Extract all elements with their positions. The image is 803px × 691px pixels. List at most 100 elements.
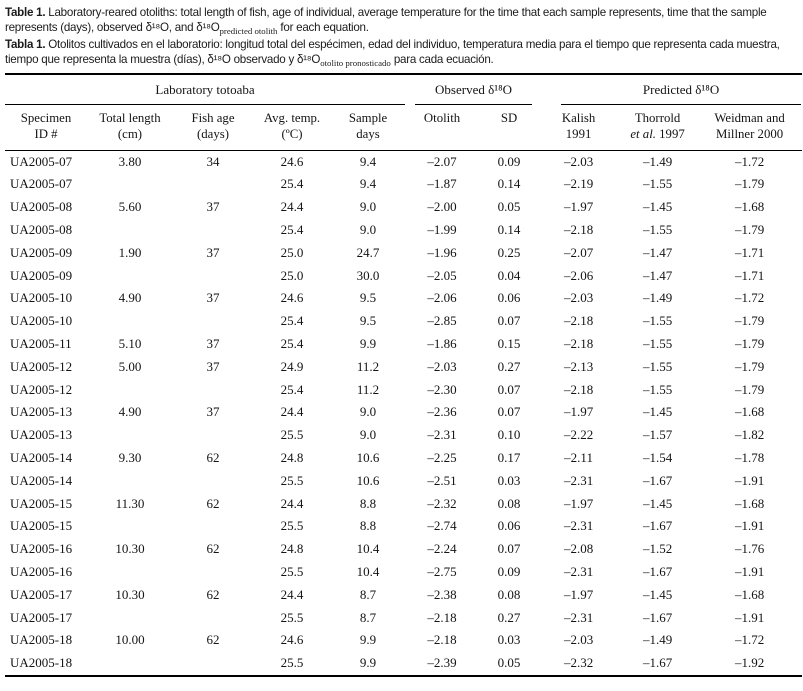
table-cell: –2.22 — [563, 427, 594, 443]
table-row: UA2005-07 3.80 34 24.6 9.4 –2.07 0.09 –2.03 –1.4… — [5, 150, 802, 173]
table-cell: –1.72 — [734, 632, 765, 648]
table-cell: –1.67 — [642, 655, 673, 671]
otolith-data-table: Laboratory totoaba Observed δ¹⁸O Predict… — [5, 72, 803, 677]
table-cell: 9.5 — [359, 313, 377, 329]
table-row: UA2005-16 25.5 10.4 –2.75 0.09 –2.31 –1.67 –1.9… — [5, 561, 802, 584]
table-row: UA2005-08 5.60 37 24.4 9.0 –2.00 0.05 –1.97 –1.4… — [5, 196, 802, 219]
table-cell — [173, 424, 253, 447]
table-cell: 25.5 — [280, 518, 304, 534]
specimen-id-cell: UA2005-07 — [10, 153, 73, 169]
table-cell: –1.96 — [427, 244, 457, 260]
table-cell: 24.6 — [280, 153, 304, 169]
caption-spanish-line-2: tiempo que representa la muestra (días),… — [5, 52, 800, 68]
table-cell: 37 — [206, 290, 220, 306]
table-cell: –2.31 — [427, 427, 457, 443]
table-cell: 10.30 — [115, 541, 145, 557]
caption-english-label: Table 1. — [5, 6, 46, 19]
table-cell — [87, 515, 173, 538]
table-cell: 5.60 — [118, 199, 142, 215]
table-cell: 25.0 — [280, 267, 304, 283]
caption-english-subscript: predicted otolith — [219, 26, 278, 37]
specimen-id-cell: UA2005-07 — [10, 176, 73, 192]
column-header-total-length: Total length (cm) — [87, 104, 173, 151]
table-cell — [173, 607, 253, 630]
table-cell: 0.27 — [497, 609, 521, 625]
caption-english-line-1: Table 1. Laboratory-reared otoliths: tot… — [5, 5, 800, 20]
table-cell: –1.92 — [734, 655, 765, 671]
group-header-laboratory: Laboratory totoaba — [5, 74, 406, 105]
table-cell: 10.00 — [115, 632, 145, 648]
table-cell: 25.5 — [280, 609, 304, 625]
table-cell — [87, 379, 173, 402]
table-cell: –1.97 — [563, 404, 594, 420]
column-header-row: Specimen ID # Total length (cm) Fish age (d… — [5, 104, 803, 151]
table-row: UA2005-12 5.00 37 24.9 11.2 –2.03 0.27 –2.13 –1.… — [5, 356, 802, 379]
table-cell: –2.03 — [563, 290, 594, 306]
table-cell: 25.4 — [280, 176, 304, 192]
column-header-sample-days: Sample days — [331, 104, 406, 151]
table-cell: –1.91 — [734, 518, 765, 534]
table-cell: 3.80 — [118, 153, 142, 169]
table-cell: 62 — [206, 449, 220, 465]
caption-english-text-3: for each equation. — [277, 21, 369, 35]
table-row: UA2005-07 25.4 9.4 –1.87 0.14 –2.19 –1.55 –1.79 — [5, 173, 802, 196]
table-cell: 4.90 — [118, 290, 142, 306]
table-cell: 10.6 — [356, 472, 380, 488]
table-cell: –2.38 — [427, 586, 457, 602]
table-cell: 10.4 — [356, 541, 380, 557]
table-cell: 0.07 — [497, 541, 521, 557]
table-row: UA2005-16 10.30 62 24.8 10.4 –2.24 0.07 –2.08 –1… — [5, 538, 802, 561]
table-cell: 24.8 — [280, 449, 304, 465]
column-header-thorrold: Thorrold et al. 1997 — [618, 104, 698, 151]
table-cell: –1.71 — [734, 244, 765, 260]
table-cell: 0.04 — [497, 267, 521, 283]
table-cell: 25.5 — [280, 427, 304, 443]
table-cell: 25.5 — [280, 563, 304, 579]
table-cell — [173, 515, 253, 538]
table-cell: –1.68 — [734, 199, 765, 215]
caption-spanish-text-1: Otolitos cultivados en el laboratorio: l… — [45, 37, 780, 51]
table-cell: 11.2 — [356, 358, 380, 374]
table-cell: –2.18 — [427, 609, 457, 625]
specimen-id-cell: UA2005-12 — [10, 358, 73, 374]
specimen-id-cell: UA2005-15 — [10, 495, 73, 511]
specimen-id-cell: UA2005-16 — [10, 563, 73, 579]
table-row: UA2005-11 5.10 37 25.4 9.9 –1.86 0.15 –2.18 –1.5… — [5, 333, 802, 356]
table-cell: –1.79 — [734, 222, 765, 238]
table-cell: 0.03 — [497, 472, 521, 488]
column-header-kalish: Kalish 1991 — [539, 104, 619, 151]
table-cell: 24.4 — [280, 495, 304, 511]
group-header-predicted: Predicted δ¹⁸O — [539, 74, 802, 105]
column-header-otolith: Otolith — [405, 104, 480, 151]
caption-spanish-text-3: para cada ecuación. — [390, 53, 494, 67]
table-cell: 37 — [206, 336, 220, 351]
table-cell: 25.5 — [280, 472, 304, 488]
table-cell: 24.6 — [280, 632, 304, 648]
table-cell: –1.54 — [642, 449, 673, 465]
table-cell: –1.71 — [734, 267, 765, 283]
table-cell: –2.32 — [427, 495, 457, 511]
table-cell — [173, 173, 253, 196]
specimen-id-cell: UA2005-11 — [10, 336, 72, 351]
table-cell: 0.25 — [497, 244, 521, 260]
table-cell: 0.06 — [497, 290, 521, 306]
table-cell: –1.87 — [427, 176, 457, 192]
table-cell: 9.5 — [359, 290, 377, 306]
table-cell — [87, 652, 173, 676]
table-row: UA2005-13 4.90 37 24.4 9.0 –2.36 0.07 –1.97 –1.4… — [5, 401, 802, 424]
table-cell: –2.06 — [427, 290, 457, 306]
table-captions: Table 1. Laboratory-reared otoliths: tot… — [4, 5, 800, 69]
table-cell: –2.07 — [563, 244, 594, 260]
table-cell: 37 — [206, 244, 220, 260]
table-cell: 0.15 — [497, 336, 521, 351]
caption-english-line-2: represents (days), observed δ¹⁸O, and δ¹… — [5, 20, 800, 36]
table-cell: 0.05 — [497, 199, 521, 215]
table-cell: 0.10 — [497, 427, 521, 443]
table-cell: 9.9 — [359, 655, 377, 671]
table-cell: –2.11 — [564, 449, 593, 465]
table-row: UA2005-10 25.4 9.5 –2.85 0.07 –2.18 –1.55 –1.79 — [5, 310, 802, 333]
table-cell: –1.45 — [642, 586, 673, 602]
table-cell: –1.97 — [563, 586, 594, 602]
table-cell: –2.39 — [427, 655, 457, 671]
table-cell: 9.4 — [359, 176, 377, 192]
